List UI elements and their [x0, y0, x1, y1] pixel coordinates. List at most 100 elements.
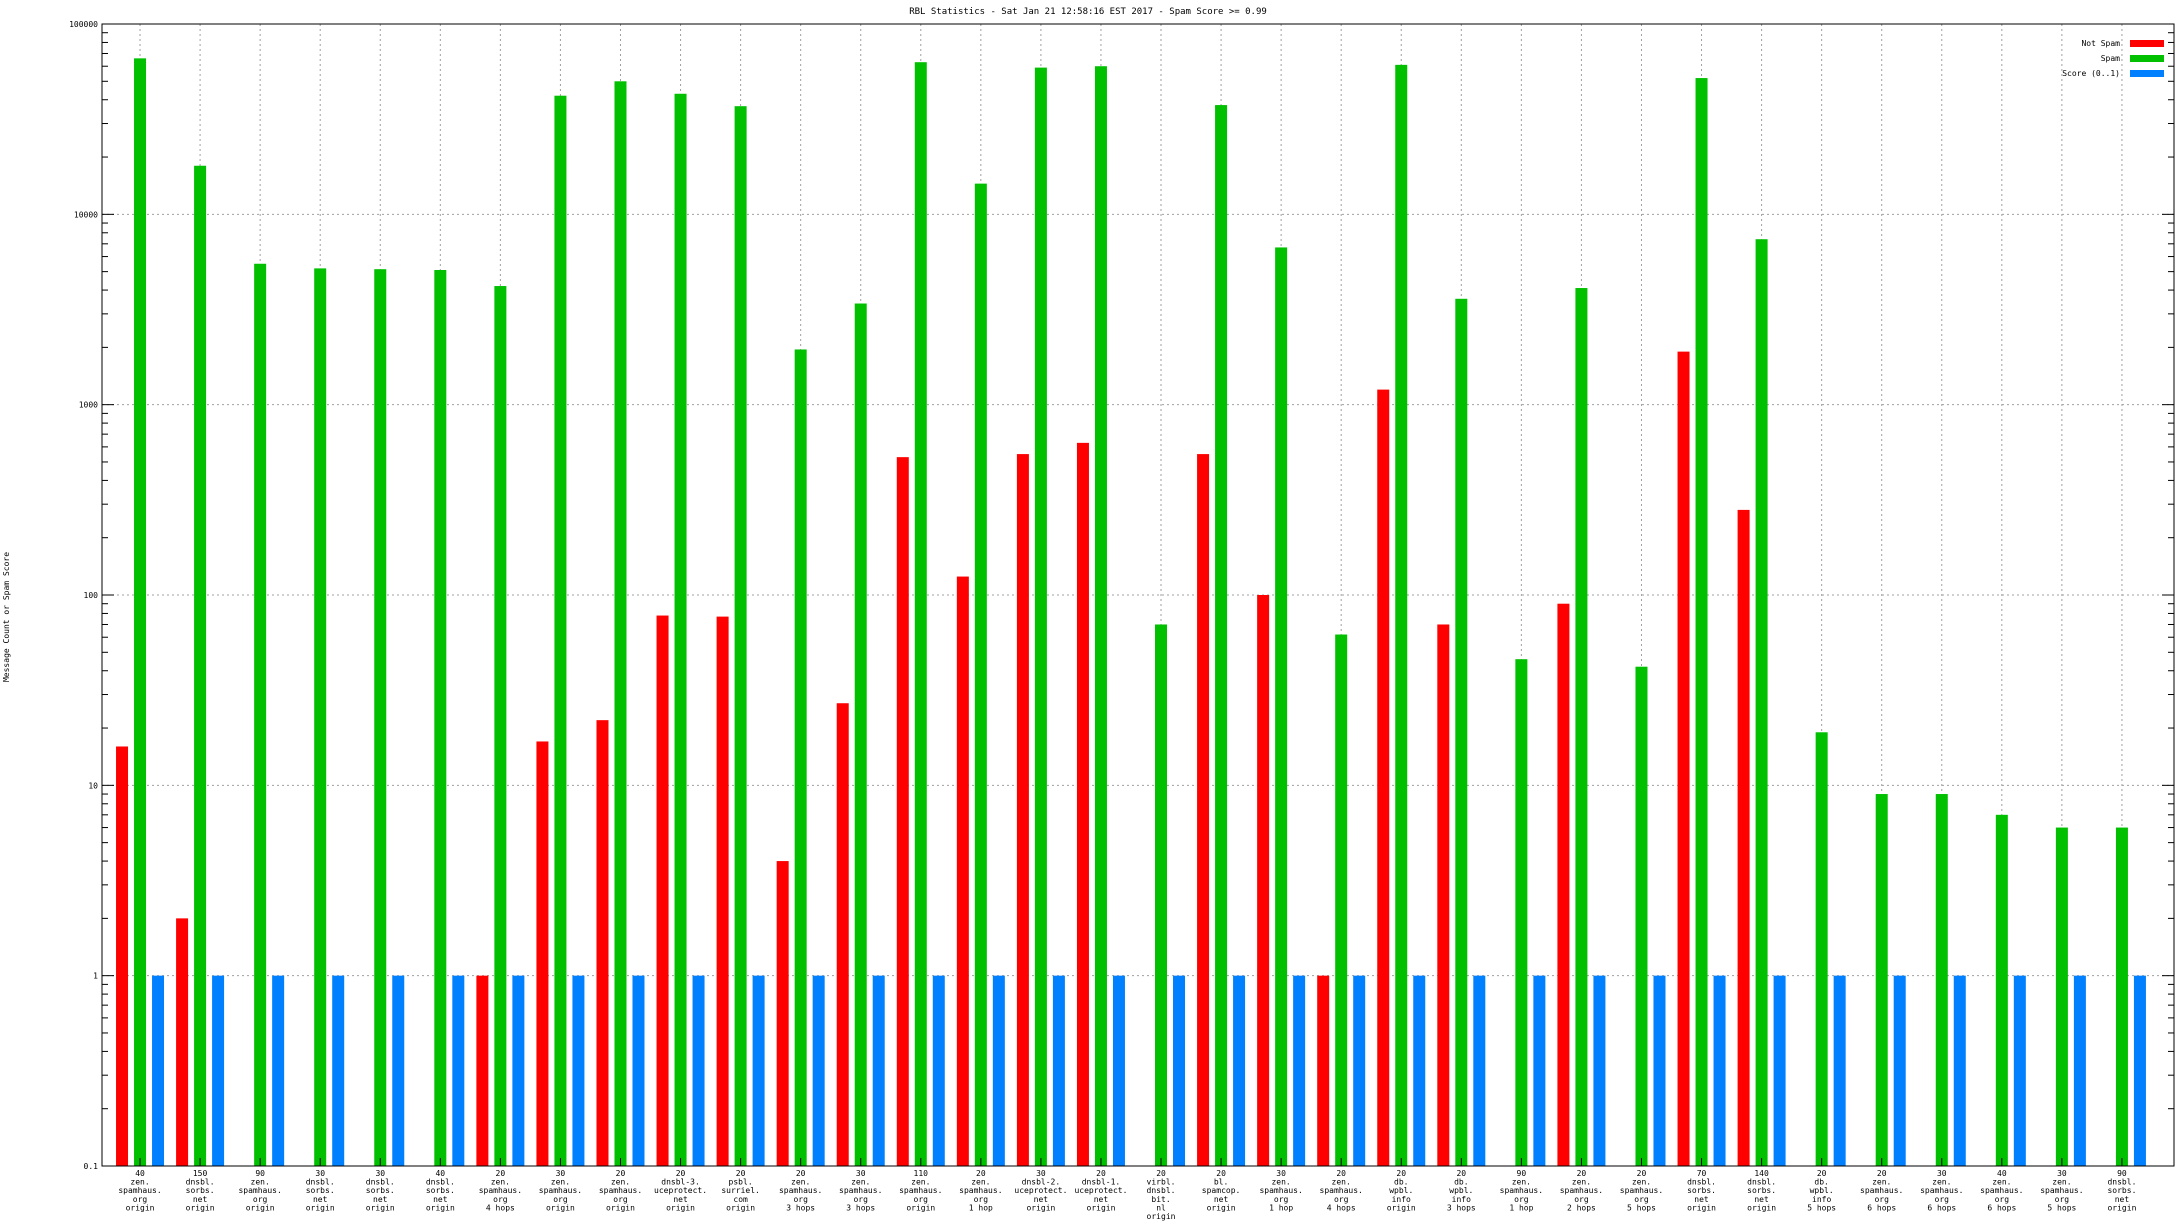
x-tick-label: 140 dnsbl. sorbs. net origin: [1747, 1169, 1776, 1212]
x-tick-label-line: 20: [496, 1169, 506, 1178]
x-tick-label-line: zen.: [611, 1178, 630, 1187]
legend-swatch: [2130, 40, 2164, 47]
x-tick-label-line: origin: [726, 1203, 755, 1212]
x-tick-label-line: spamhaus.: [599, 1186, 642, 1195]
bar: [896, 457, 909, 1167]
x-tick-label-line: 3 hops: [786, 1203, 815, 1212]
x-tick-label-line: spamhaus.: [479, 1186, 522, 1195]
x-tick-label-line: 90: [255, 1169, 265, 1178]
x-tick-label: 20 zen. spamhaus. org 4 hops: [1320, 1169, 1363, 1212]
x-tick-label-line: uceprotect.: [654, 1186, 707, 1195]
x-tick-label-line: org: [1334, 1195, 1349, 1204]
y-tick-label: 10: [88, 781, 98, 790]
x-tick-label: 20 dnsbl-1. uceprotect. net origin: [1074, 1169, 1127, 1212]
bar: [536, 741, 549, 1166]
x-tick-label-line: 1 hop: [1269, 1203, 1293, 1212]
x-tick-label: 20 bl. spamcop. net origin: [1202, 1169, 1241, 1212]
x-tick-label-line: 40: [435, 1169, 445, 1178]
x-tick-label-line: net: [193, 1195, 208, 1204]
x-tick-label-line: 3 hops: [1447, 1203, 1476, 1212]
legend-label: Spam: [2101, 54, 2120, 63]
x-tick-label-line: sorbs.: [1747, 1186, 1776, 1195]
x-tick-label-line: db.: [1814, 1178, 1828, 1187]
x-tick-label-line: 70: [1697, 1169, 1707, 1178]
bar: [956, 576, 969, 1166]
x-tick-label-line: zen.: [251, 1178, 270, 1187]
x-tick-label-line: bl.: [1214, 1178, 1228, 1187]
x-tick-label-line: info: [1392, 1195, 1411, 1204]
x-tick-label-line: net: [1694, 1195, 1709, 1204]
bar: [1112, 975, 1125, 1166]
bar: [752, 975, 765, 1166]
bar: [452, 975, 465, 1166]
x-tick-label-line: wpbl.: [1389, 1186, 1413, 1195]
bar: [254, 263, 267, 1166]
bar: [134, 58, 147, 1167]
x-tick-label: 90 dnsbl. sorbs. net origin: [2107, 1169, 2136, 1212]
bar: [1893, 975, 1906, 1166]
x-tick-label-line: virbl.: [1147, 1178, 1176, 1187]
x-tick-label: 30 zen. spamhaus. org 5 hops: [2040, 1169, 2083, 1212]
legend-swatch: [2130, 55, 2164, 62]
x-tick-label-line: dnsbl.: [1747, 1178, 1776, 1187]
x-tick-label-line: 6 hops: [1867, 1203, 1896, 1212]
x-tick-label-line: zen.: [1872, 1178, 1891, 1187]
x-tick-label-line: 30: [375, 1169, 385, 1178]
x-tick-label-line: 20: [1396, 1169, 1406, 1178]
bar: [1713, 975, 1726, 1166]
x-tick-label-line: spamhaus.: [959, 1186, 1002, 1195]
x-tick-label: 30 dnsbl-2. uceprotect. net origin: [1014, 1169, 1067, 1212]
x-tick-label-line: 30: [1937, 1169, 1947, 1178]
y-tick-label: 0.1: [84, 1162, 99, 1171]
bar: [2133, 975, 2146, 1166]
bar: [794, 349, 807, 1167]
bars: [116, 58, 2146, 1167]
x-tick-label-line: spamhaus.: [899, 1186, 942, 1195]
x-tick-label-line: zen.: [851, 1178, 870, 1187]
x-tick-label-line: 20: [1577, 1169, 1587, 1178]
bar: [1034, 67, 1047, 1166]
x-tick-label-line: 30: [2057, 1169, 2067, 1178]
x-tick-label-line: 30: [1276, 1169, 1286, 1178]
x-tick-label-line: spamhaus.: [1560, 1186, 1603, 1195]
bar: [854, 303, 867, 1166]
x-tick-label-line: dnsbl-3.: [661, 1178, 700, 1187]
x-tick-label-line: 20: [1336, 1169, 1346, 1178]
x-tick-label-line: 4 hops: [486, 1203, 515, 1212]
bar: [1413, 975, 1426, 1166]
bar: [1755, 239, 1768, 1166]
x-tick-label: 20 zen. spamhaus. org 4 hops: [479, 1169, 522, 1212]
x-tick-label: 110 zen. spamhaus. org origin: [899, 1169, 942, 1212]
x-tick-label-line: dnsbl.: [1147, 1186, 1176, 1195]
x-tick-label: 70 dnsbl. sorbs. net origin: [1687, 1169, 1716, 1212]
x-tick-label: 40 dnsbl. sorbs. net origin: [426, 1169, 455, 1212]
bar: [1533, 975, 1546, 1166]
bar: [1335, 634, 1348, 1166]
y-tick-label: 1: [93, 972, 98, 981]
x-tick-label-line: org: [1935, 1195, 1950, 1204]
x-tick-label-line: org: [493, 1195, 508, 1204]
x-tick-label-line: spamhaus.: [1620, 1186, 1663, 1195]
x-tick-label-line: zen.: [1271, 1178, 1290, 1187]
bar: [632, 975, 645, 1166]
x-tick-label-line: org: [1634, 1195, 1649, 1204]
x-tick-label-line: info: [1812, 1195, 1831, 1204]
x-tick-label-line: net: [1214, 1195, 1229, 1204]
x-tick-label-line: origin: [1207, 1203, 1236, 1212]
x-tick-label-line: 3 hops: [846, 1203, 875, 1212]
x-tick-label-line: wpbl.: [1449, 1186, 1473, 1195]
x-tick-label-line: 30: [556, 1169, 566, 1178]
x-tick-label-line: 5 hops: [1627, 1203, 1656, 1212]
x-tick-label-line: db.: [1394, 1178, 1408, 1187]
x-tick-label-line: net: [433, 1195, 448, 1204]
x-tick-label: 90 zen. spamhaus. org origin: [238, 1169, 281, 1212]
x-tick-label-line: 5 hops: [2047, 1203, 2076, 1212]
x-tick-label-line: spamhaus.: [1500, 1186, 1543, 1195]
bar: [512, 975, 525, 1166]
x-tick-label-line: zen.: [791, 1178, 810, 1187]
x-tick-label-line: origin: [906, 1203, 935, 1212]
x-tick-label-line: 20: [1877, 1169, 1887, 1178]
bar: [2055, 827, 2068, 1166]
